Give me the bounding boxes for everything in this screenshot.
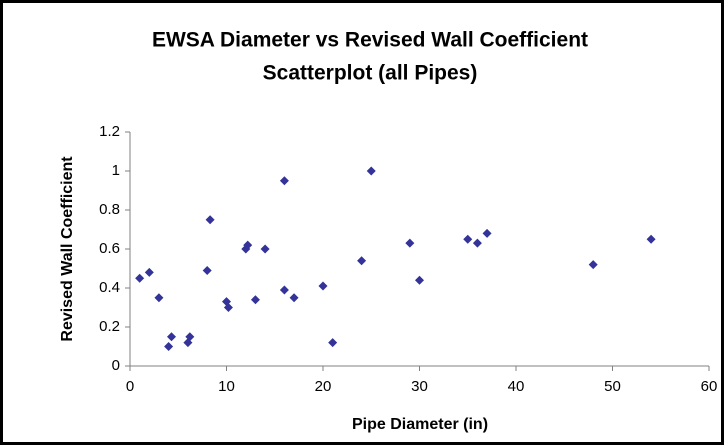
data-point [135, 273, 145, 283]
data-point [646, 234, 656, 244]
data-point [223, 303, 233, 312]
data-point [144, 267, 154, 277]
x-axis-label: Pipe Diameter (in) [352, 416, 488, 433]
data-point [279, 285, 289, 295]
data-point [250, 295, 260, 305]
y-tick-label: 0.6 [99, 240, 120, 257]
data-point [366, 166, 376, 176]
x-tick-label: 60 [701, 378, 718, 395]
data-point [463, 234, 473, 244]
data-point [205, 215, 215, 225]
y-tick-label: 1 [112, 162, 120, 179]
data-point [243, 240, 253, 250]
x-tick-label: 20 [315, 378, 332, 395]
x-tick-label: 10 [218, 378, 235, 395]
data-point [482, 228, 492, 238]
y-tick-label: 0 [112, 357, 120, 374]
chart-title: EWSA Diameter vs Revised Wall Coefficien… [152, 29, 588, 52]
chart-subtitle: Scatterplot (all Pipes) [263, 62, 478, 85]
data-point [472, 238, 482, 248]
data-point [289, 293, 299, 303]
data-point [405, 238, 415, 248]
data-point [328, 338, 338, 348]
y-tick-label: 1.2 [99, 123, 120, 140]
y-tick-label: 0.2 [99, 318, 120, 335]
data-point [588, 260, 598, 270]
y-tick-label: 0.4 [99, 279, 120, 296]
data-point [415, 275, 424, 285]
y-axis-label: Revised Wall Coefficient [59, 156, 76, 342]
y-tick-label: 0.8 [99, 201, 120, 218]
data-point [279, 176, 289, 186]
x-tick-label: 40 [508, 378, 525, 395]
data-point [154, 293, 164, 303]
data-point [185, 332, 195, 342]
x-tick-label: 0 [126, 378, 134, 395]
data-point [166, 332, 176, 342]
data-point [318, 281, 328, 291]
data-point [202, 265, 212, 275]
data-point [357, 256, 367, 266]
x-tick-label: 50 [604, 378, 621, 395]
data-point [164, 342, 174, 351]
data-point [260, 244, 270, 254]
x-tick-label: 30 [411, 378, 428, 395]
